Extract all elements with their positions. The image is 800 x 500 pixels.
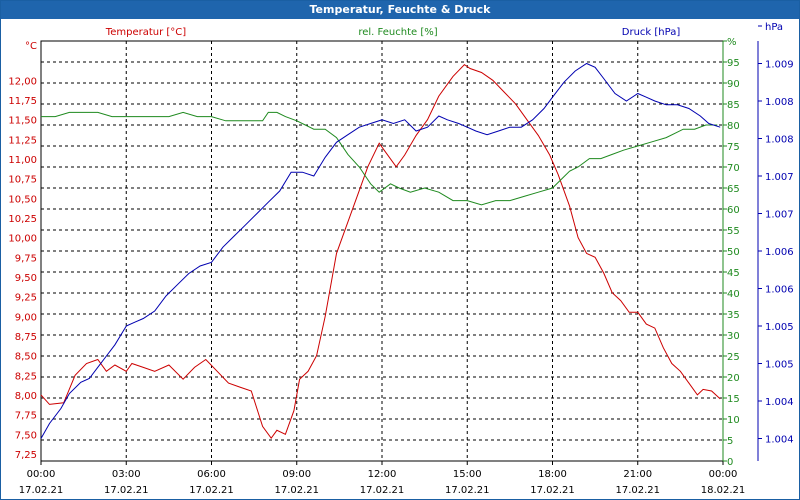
x-tick-date: 17.02.21 (360, 485, 405, 496)
x-tick-date: 18.02.21 (701, 485, 746, 496)
y-tick-temperature: 9,00 (15, 312, 37, 323)
y-tick-temperature: 9,75 (15, 253, 37, 264)
x-tick-time: 06:00 (197, 469, 226, 480)
y-tick-temperature: 12,00 (8, 76, 37, 87)
y-tick-humidity: 75 (727, 142, 740, 153)
y-tick-humidity: 0 (727, 457, 733, 468)
y-tick-temperature: 10,75 (8, 175, 37, 186)
y-tick-temperature: 10,50 (8, 194, 37, 205)
x-tick-time: 18:00 (538, 469, 567, 480)
y-tick-pressure: hPa (765, 22, 783, 33)
y-tick-temperature: 9,50 (15, 273, 37, 284)
x-tick-date: 17.02.21 (104, 485, 149, 496)
x-tick-date: 17.02.21 (189, 485, 234, 496)
series-line-pressure (40, 62, 721, 439)
x-tick-date: 17.02.21 (19, 485, 64, 496)
y-tick-humidity: 60 (727, 205, 740, 216)
y-tick-temperature: 7,50 (15, 430, 37, 441)
y-tick-humidity: 25 (727, 352, 740, 363)
x-tick-time: 12:00 (368, 469, 397, 480)
y-tick-temperature: 11,75 (8, 96, 37, 107)
y-tick-temperature: 8,75 (15, 332, 37, 343)
y-tick-pressure: 1.005 (765, 360, 794, 371)
series-line-temperature (40, 63, 721, 440)
series-line-humidity (41, 111, 718, 206)
y-tick-temperature: 7,75 (15, 411, 37, 422)
y-tick-temperature: 11,25 (8, 135, 37, 146)
y-tick-humidity: 45 (727, 268, 740, 279)
x-tick-time: 09:00 (282, 469, 311, 480)
x-tick-time: 21:00 (623, 469, 652, 480)
x-tick-date: 17.02.21 (615, 485, 660, 496)
y-tick-humidity: % (727, 37, 737, 48)
y-tick-humidity: 15 (727, 394, 740, 405)
x-tick-date: 17.02.21 (274, 485, 319, 496)
y-tick-pressure: 1.006 (765, 285, 794, 296)
y-tick-temperature: 8,50 (15, 352, 37, 363)
y-tick-humidity: 95 (727, 58, 740, 69)
y-tick-humidity: 90 (727, 79, 740, 90)
y-tick-pressure: 1.007 (765, 172, 794, 183)
y-tick-pressure: 1.009 (765, 60, 794, 71)
y-tick-pressure: 1.005 (765, 322, 794, 333)
y-tick-temperature: 11,00 (8, 155, 37, 166)
y-tick-temperature: 8,25 (15, 371, 37, 382)
y-tick-temperature: 7,25 (15, 450, 37, 461)
y-tick-humidity: 10 (727, 415, 740, 426)
legend-label: rel. Feuchte [%] (358, 27, 437, 38)
y-tick-humidity: 50 (727, 247, 740, 258)
y-axis-unit-temperature: °C (25, 41, 37, 52)
y-tick-humidity: 65 (727, 184, 740, 195)
x-tick-time: 00:00 (27, 469, 56, 480)
y-tick-temperature: 10,00 (8, 234, 37, 245)
y-tick-humidity: 20 (727, 373, 740, 384)
y-tick-temperature: 8,00 (15, 391, 37, 402)
x-tick-date: 17.02.21 (445, 485, 490, 496)
x-tick-time: 00:00 (709, 469, 738, 480)
x-tick-date: 17.02.21 (530, 485, 575, 496)
y-tick-humidity: 70 (727, 163, 740, 174)
window-title: Temperatur, Feuchte & Druck (1, 1, 799, 19)
x-tick-time: 03:00 (112, 469, 141, 480)
y-tick-temperature: 9,25 (15, 293, 37, 304)
y-tick-pressure: 1.008 (765, 97, 794, 108)
y-tick-humidity: 55 (727, 226, 740, 237)
x-tick-time: 15:00 (453, 469, 482, 480)
y-tick-pressure: 1.008 (765, 135, 794, 146)
y-tick-humidity: 85 (727, 100, 740, 111)
y-tick-pressure: 1.006 (765, 247, 794, 258)
y-tick-humidity: 30 (727, 331, 740, 342)
legend-label: Temperatur [°C] (105, 27, 186, 38)
legend-label: Druck [hPa] (622, 27, 681, 38)
y-tick-pressure: 1.004 (765, 397, 794, 408)
y-tick-humidity: 80 (727, 121, 740, 132)
y-tick-temperature: 11,50 (8, 116, 37, 127)
y-tick-pressure: 1.007 (765, 210, 794, 221)
y-tick-temperature: 10,25 (8, 214, 37, 225)
y-tick-humidity: 5 (727, 436, 733, 447)
y-tick-humidity: 35 (727, 310, 740, 321)
y-tick-humidity: 40 (727, 289, 740, 300)
y-tick-pressure: 1.004 (765, 435, 794, 446)
